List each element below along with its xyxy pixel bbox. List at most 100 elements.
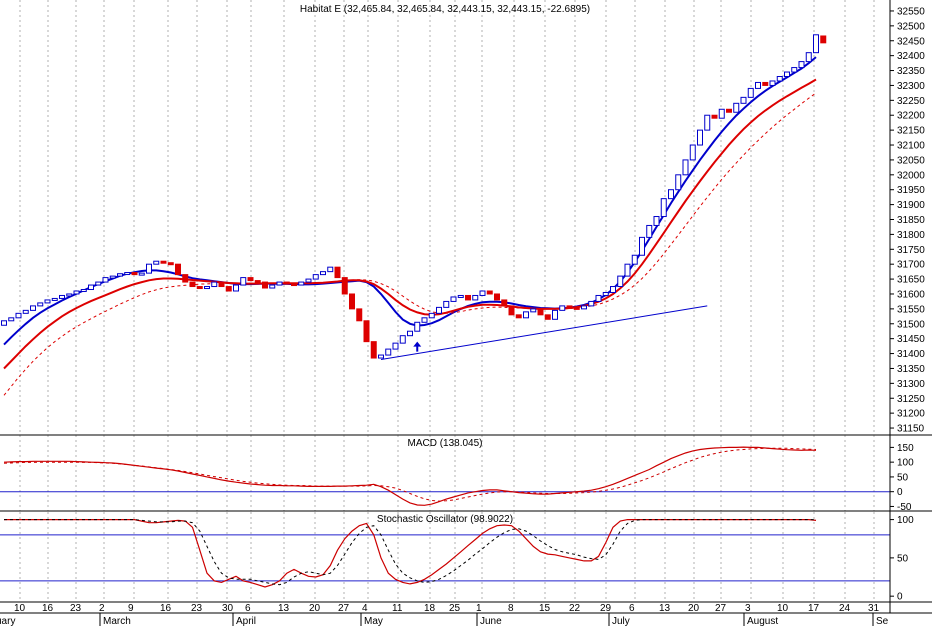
y-tick-label: 31850 [897,215,925,226]
candle-down [501,299,508,307]
y-tick-label: 31950 [897,185,925,196]
x-day-label: 3 [745,603,751,614]
candle-down [254,280,261,284]
candle-down [544,314,551,320]
y-tick-label: 31150 [897,424,925,435]
candle-up [617,275,624,288]
candle-down [160,260,167,264]
candle-up [421,317,428,323]
x-month-label: March [103,616,131,626]
x-day-label: 16 [42,603,54,614]
candle-down [573,306,580,310]
candle-down [537,308,544,316]
candle-up [102,277,109,283]
candle-up [443,300,450,308]
y-tick-label: 32450 [897,36,925,47]
candle-up [805,52,812,63]
x-day-label: 6 [629,603,635,614]
candle-up [269,284,276,289]
candle-up [653,216,660,226]
x-day-label: 27 [338,603,350,614]
x-month-label: April [236,616,256,626]
macd-panel: MACD (138.045) -50 0 50 100 150 [0,435,914,513]
candle-up [276,281,283,286]
candle-down [820,35,827,44]
x-month-label: August [747,616,778,626]
candle-up [378,354,384,359]
candle-down [131,272,138,276]
candle-up [153,260,160,265]
macd-series-line-1 [3,447,817,502]
y-tick-label: 31400 [897,349,925,360]
candle-up [646,224,653,238]
x-month-label: uary [0,616,15,626]
candle-up [602,291,609,296]
candle-down [218,281,225,288]
candle-up [80,289,87,293]
y-tick-label: 31800 [897,230,925,241]
candle-up [479,290,486,296]
candle-down [175,263,181,276]
candle-up [211,281,218,288]
candle-up [109,275,116,279]
candle-up [733,102,740,113]
candle-up [784,71,790,77]
candle-up [44,299,51,304]
candle-up [66,293,73,297]
price-panel-frame [0,0,890,434]
stochastic-panel-title: Stochastic Oscillator (98.9022) [377,514,513,525]
stochastic-y-axis-ticks: 0 50 100 [890,515,914,603]
candle-up [769,80,776,86]
x-day-label: 27 [715,603,727,614]
x-day-label: 15 [539,603,551,614]
y-tick-label: 31550 [897,304,925,315]
y-tick-label: 31700 [897,260,925,271]
candle-up [740,96,747,104]
candle-up [30,305,36,311]
candle-up [631,254,638,265]
candle-up [95,281,102,286]
candle-up [457,294,464,298]
macd-lines [3,446,817,506]
candle-down [262,281,268,289]
candle-up [718,108,725,119]
candle-up [59,294,65,299]
y-tick-label: 31500 [897,319,925,330]
price-panel-title: Habitat E (32,465.84, 32,465.84, 32,443.… [300,4,590,15]
x-day-label: 2 [99,603,105,614]
candle-down [726,108,732,113]
macd-y-axis-ticks: -50 0 50 100 150 [890,443,914,513]
candle-down [349,293,355,310]
x-day-label: 13 [278,603,290,614]
y-tick-label: 32300 [897,81,925,92]
y-tick-label: 32200 [897,111,925,122]
y-tick-label: 31750 [897,245,925,256]
x-day-label: 11 [392,603,403,614]
candle-up [530,308,537,313]
candle-up [639,236,645,256]
y-tick-label: 31200 [897,409,925,420]
y-tick-label: -50 [897,502,912,513]
candle-up [15,312,22,319]
candle-down [334,266,341,279]
candle-up [682,159,689,176]
candle-up [240,277,247,286]
trendline [380,305,708,361]
candle-up [204,286,210,290]
y-tick-label: 32550 [897,6,925,17]
candle-up [392,342,399,350]
y-tick-label: 50 [897,553,909,564]
candle-up [399,335,406,344]
candle-up [675,174,682,191]
candle-up [776,76,783,82]
macd-panel-title: MACD (138.045) [407,438,482,449]
candle-down [762,81,769,86]
y-tick-label: 32400 [897,51,925,62]
stoch-series-line-1 [4,519,816,586]
candle-up [305,278,312,283]
x-month-label: May [364,616,383,626]
candle-down [711,114,718,119]
candle-up [791,67,798,73]
candle-up [755,81,761,89]
